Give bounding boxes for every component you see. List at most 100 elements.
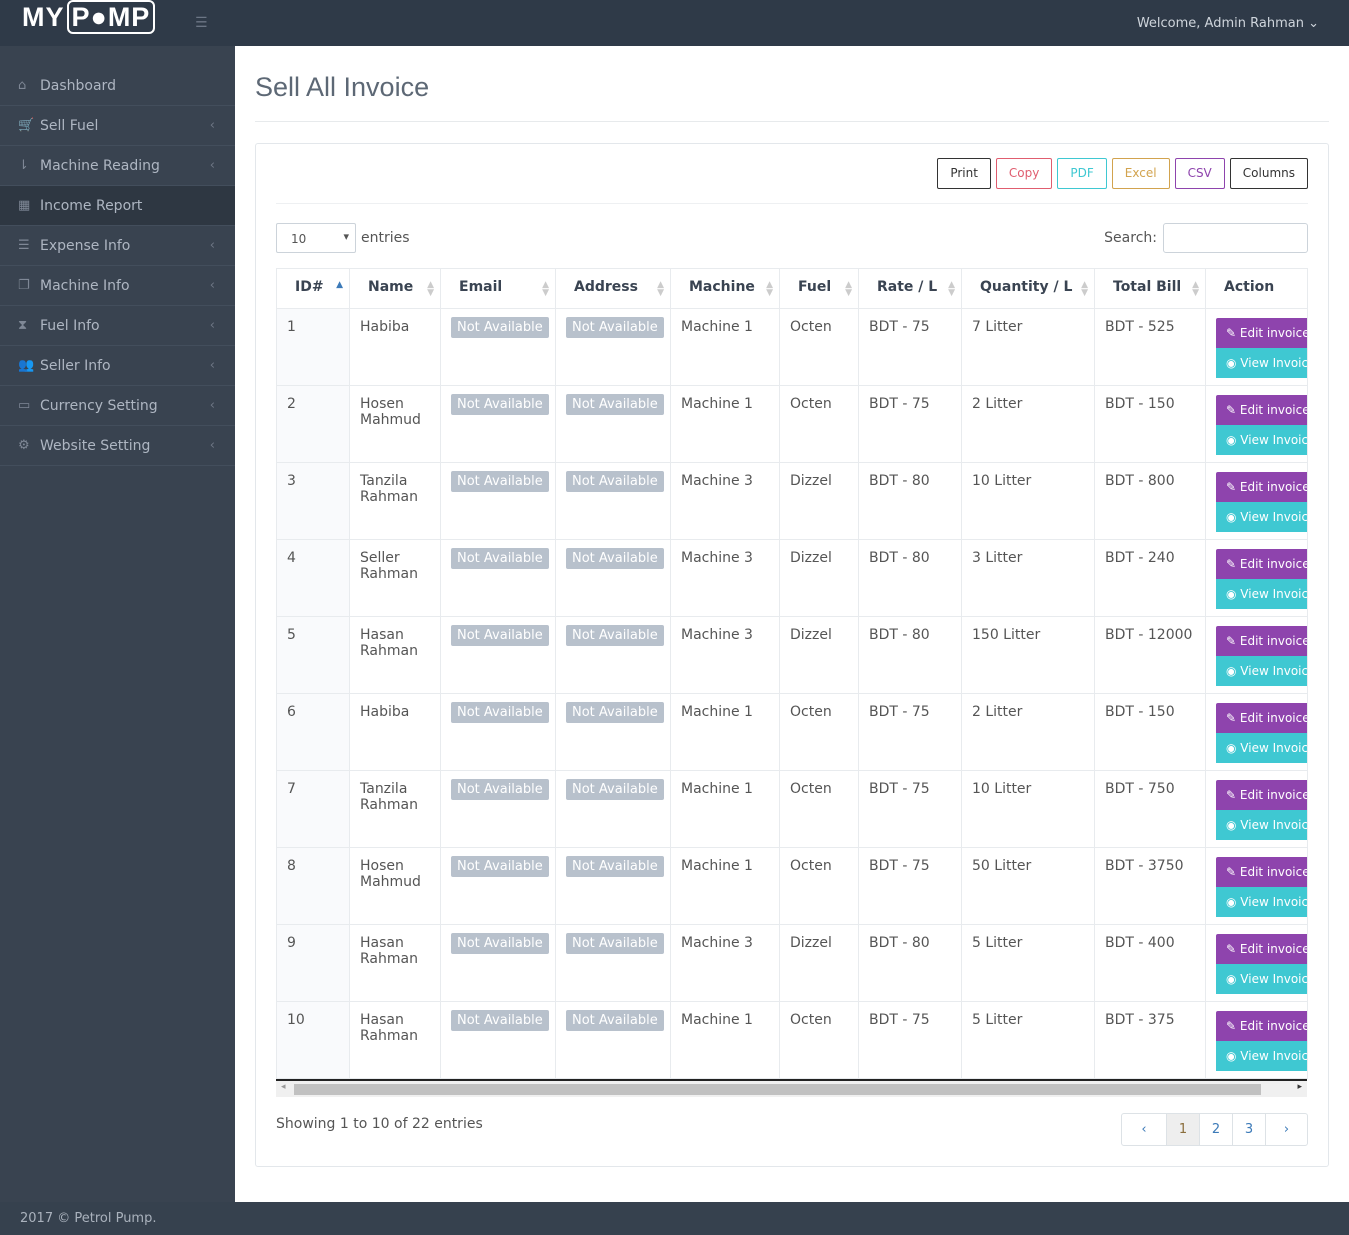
scroll-left-icon[interactable]: ◂: [281, 1082, 286, 1092]
edit-invoice-button[interactable]: ✎ Edit invoice: [1216, 395, 1307, 425]
copy-button[interactable]: Copy: [995, 158, 1053, 189]
table-info: Showing 1 to 10 of 22 entries: [276, 1116, 483, 1132]
view-invoice-button[interactable]: ◉ View Invoice: [1216, 348, 1307, 378]
view-invoice-button[interactable]: ◉ View Invoice: [1216, 1041, 1307, 1071]
edit-invoice-button[interactable]: ✎ Edit invoice: [1216, 1011, 1307, 1041]
cell: Octen: [779, 693, 859, 771]
cell: Not Available: [555, 385, 671, 463]
column-header[interactable]: Rate / L ▲ ▼: [858, 268, 962, 309]
cell: Machine 1: [670, 1001, 780, 1079]
column-header: Action: [1205, 268, 1308, 309]
eye-icon: ◉: [1226, 664, 1241, 678]
sidebar-item-machine-info[interactable]: ❐ Machine Info ‹: [0, 266, 235, 306]
entries-length: 10 entries: [276, 223, 410, 253]
chevron-left-icon: ‹: [209, 238, 215, 253]
cell: Not Available: [555, 924, 671, 1002]
credit-card-icon: ▭: [18, 398, 31, 413]
cell: Not Available: [555, 770, 671, 848]
cell: Not Available: [555, 847, 671, 925]
view-invoice-button[interactable]: ◉ View Invoice: [1216, 656, 1307, 686]
page-3-button[interactable]: 3: [1232, 1114, 1265, 1145]
cell: 7: [276, 770, 350, 848]
edit-icon: ✎: [1226, 634, 1240, 648]
print-button[interactable]: Print: [937, 158, 991, 189]
view-invoice-button[interactable]: ◉ View Invoice: [1216, 425, 1307, 455]
chevron-left-icon: ‹: [209, 358, 215, 373]
cell: BDT - 3750: [1094, 847, 1206, 925]
sidebar-item-fuel-info[interactable]: ⧗ Fuel Info ‹: [0, 306, 235, 346]
scrollbar-thumb[interactable]: [294, 1084, 1261, 1095]
sidebar-item-label: Income Report: [40, 197, 143, 214]
column-header[interactable]: Address ▲ ▼: [555, 268, 671, 309]
view-invoice-button[interactable]: ◉ View Invoice: [1216, 887, 1307, 917]
not-available-badge: Not Available: [566, 317, 664, 338]
edit-invoice-button[interactable]: ✎ Edit invoice: [1216, 703, 1307, 733]
cell: Hasan Rahman: [349, 1001, 441, 1079]
page-2-button[interactable]: 2: [1199, 1114, 1232, 1145]
table-row: 4 Seller Rahman Not Available Not Available…: [276, 539, 1308, 617]
columns-button[interactable]: Columns: [1229, 158, 1308, 189]
sort-icon: ▲: [336, 280, 343, 290]
cell: BDT - 12000: [1094, 616, 1206, 694]
not-available-badge: Not Available: [566, 394, 664, 415]
eye-icon: ◉: [1226, 510, 1241, 524]
cell: 9: [276, 924, 350, 1002]
column-header[interactable]: Machine ▲ ▼: [670, 268, 780, 309]
edit-invoice-button[interactable]: ✎ Edit invoice: [1216, 780, 1307, 810]
edit-invoice-button[interactable]: ✎ Edit invoice: [1216, 472, 1307, 502]
view-invoice-button[interactable]: ◉ View Invoice: [1216, 502, 1307, 532]
sidebar-item-expense-info[interactable]: ☰ Expense Info ‹: [0, 226, 235, 266]
logo[interactable]: MY P●MP: [22, 0, 156, 34]
column-header[interactable]: Email ▲ ▼: [440, 268, 556, 309]
edit-invoice-button[interactable]: ✎ Edit invoice: [1216, 857, 1307, 887]
view-invoice-button[interactable]: ◉ View Invoice: [1216, 810, 1307, 840]
edit-invoice-button[interactable]: ✎ Edit invoice: [1216, 549, 1307, 579]
search-input[interactable]: [1163, 223, 1308, 253]
sidebar-item-dashboard[interactable]: ⌂ Dashboard: [0, 66, 235, 106]
column-header[interactable]: Fuel ▲ ▼: [779, 268, 859, 309]
column-header[interactable]: ID# ▲: [276, 268, 350, 309]
sidebar-item-sell-fuel[interactable]: 🛒 Sell Fuel ‹: [0, 106, 235, 146]
eye-icon: ◉: [1226, 895, 1241, 909]
divider: [255, 121, 1329, 122]
action-cell: ✎ Edit invoice◉ View Invoice: [1205, 770, 1308, 848]
action-cell: ✎ Edit invoice◉ View Invoice: [1205, 385, 1308, 463]
menu-toggle-icon[interactable]: ☰: [195, 15, 208, 31]
cell: 2: [276, 385, 350, 463]
cell: BDT - 75: [858, 693, 962, 771]
column-header[interactable]: Quantity / L ▲ ▼: [961, 268, 1095, 309]
sort-icon: ▲ ▼: [1192, 280, 1199, 298]
column-header[interactable]: Total Bill ▲ ▼: [1094, 268, 1206, 309]
edit-invoice-button[interactable]: ✎ Edit invoice: [1216, 934, 1307, 964]
edit-icon: ✎: [1226, 1019, 1240, 1033]
sidebar-item-seller-info[interactable]: 👥 Seller Info ‹: [0, 346, 235, 386]
view-invoice-button[interactable]: ◉ View Invoice: [1216, 964, 1307, 994]
pdf-button[interactable]: PDF: [1057, 158, 1107, 189]
edit-icon: ✎: [1226, 942, 1240, 956]
cell: BDT - 75: [858, 385, 962, 463]
excel-button[interactable]: Excel: [1111, 158, 1170, 189]
previous-page-button[interactable]: ‹: [1141, 1122, 1147, 1137]
sort-icon: ▲ ▼: [427, 280, 434, 298]
home-icon: ⌂: [18, 78, 27, 93]
entries-select[interactable]: 10: [276, 223, 356, 253]
action-cell: ✎ Edit invoice◉ View Invoice: [1205, 616, 1308, 694]
user-menu[interactable]: Welcome, Admin Rahman ⌄: [1136, 16, 1319, 31]
column-header[interactable]: Name ▲ ▼: [349, 268, 441, 309]
csv-button[interactable]: CSV: [1174, 158, 1225, 189]
chevron-left-icon: ‹: [209, 398, 215, 413]
horizontal-scrollbar[interactable]: ◂ ▸: [276, 1079, 1307, 1097]
not-available-badge: Not Available: [566, 625, 664, 646]
page-1-button[interactable]: 1: [1166, 1114, 1199, 1145]
edit-invoice-button[interactable]: ✎ Edit invoice: [1216, 318, 1307, 348]
sidebar-item-machine-reading[interactable]: ⇂ Machine Reading ‹: [0, 146, 235, 186]
sidebar-item-income-report[interactable]: ▦ Income Report: [0, 186, 235, 226]
view-invoice-button[interactable]: ◉ View Invoice: [1216, 579, 1307, 609]
scroll-right-icon[interactable]: ▸: [1297, 1082, 1302, 1092]
next-page-button[interactable]: ›: [1265, 1114, 1307, 1145]
sidebar-item-website-setting[interactable]: ⚙ Website Setting ‹: [0, 426, 235, 466]
not-available-badge: Not Available: [451, 1010, 549, 1031]
sidebar-item-currency-setting[interactable]: ▭ Currency Setting ‹: [0, 386, 235, 426]
view-invoice-button[interactable]: ◉ View Invoice: [1216, 733, 1307, 763]
edit-invoice-button[interactable]: ✎ Edit invoice: [1216, 626, 1307, 656]
